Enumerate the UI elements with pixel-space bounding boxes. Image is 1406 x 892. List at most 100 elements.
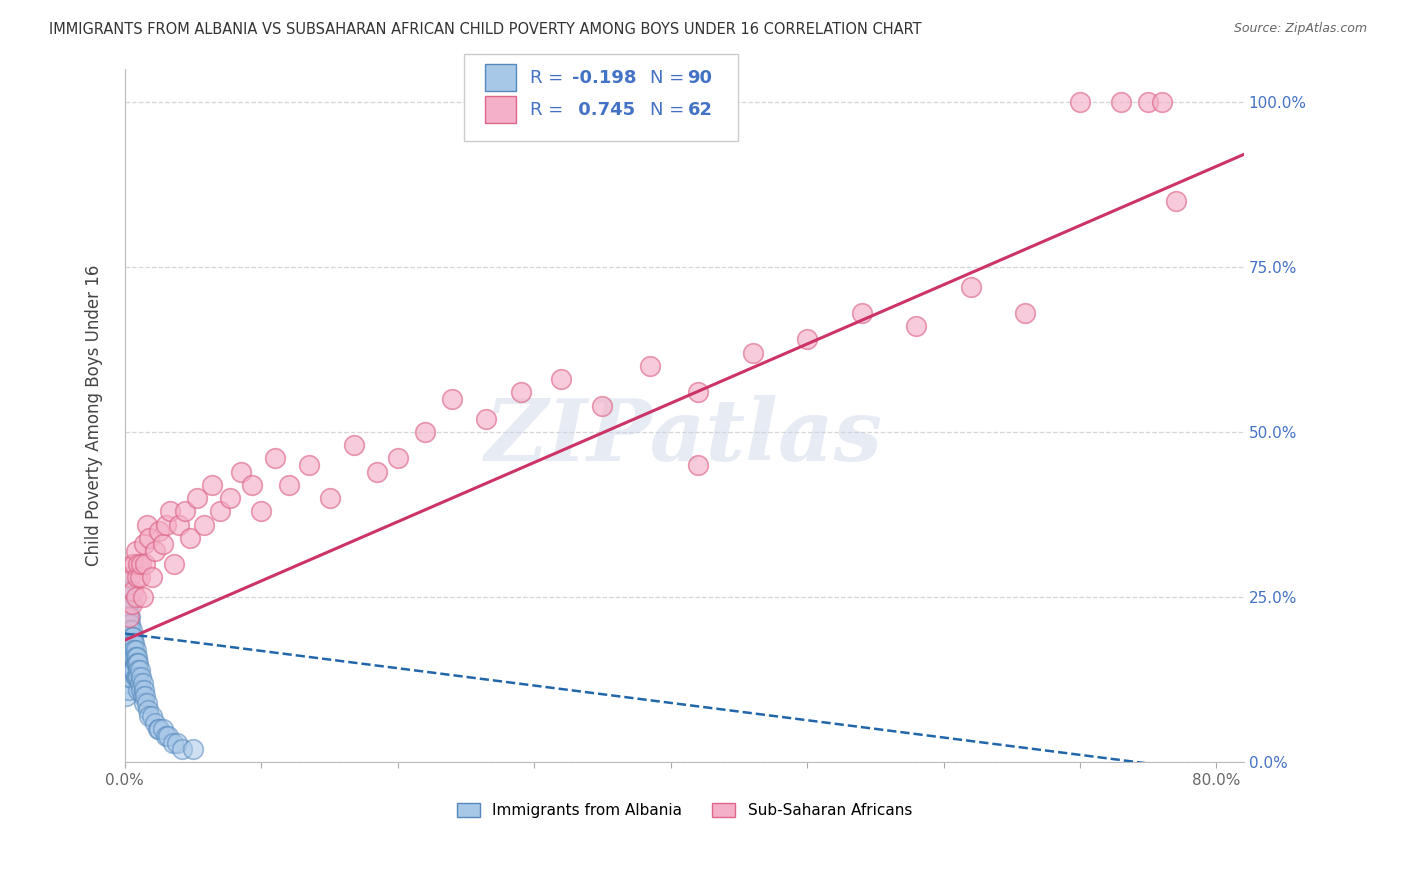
Point bbox=[135, 517, 157, 532]
Point bbox=[201, 478, 224, 492]
Point bbox=[127, 669, 149, 683]
Point bbox=[128, 663, 150, 677]
Point bbox=[118, 630, 141, 644]
Point bbox=[1164, 194, 1187, 208]
Point bbox=[124, 663, 146, 677]
Point bbox=[131, 676, 153, 690]
Point bbox=[1069, 95, 1091, 109]
Point bbox=[193, 517, 215, 532]
Point bbox=[120, 663, 142, 677]
Point bbox=[136, 702, 159, 716]
Point bbox=[152, 723, 174, 737]
Point bbox=[117, 610, 139, 624]
Point bbox=[118, 643, 141, 657]
Point bbox=[162, 736, 184, 750]
Point bbox=[132, 682, 155, 697]
Point bbox=[115, 643, 138, 657]
Point bbox=[134, 690, 156, 704]
Point bbox=[122, 663, 145, 677]
Point bbox=[117, 624, 139, 638]
Point bbox=[219, 491, 242, 505]
Point bbox=[591, 399, 613, 413]
Point bbox=[128, 676, 150, 690]
Point bbox=[122, 649, 145, 664]
Point bbox=[129, 682, 152, 697]
Point bbox=[115, 591, 138, 605]
Point bbox=[125, 591, 148, 605]
Point bbox=[441, 392, 464, 406]
Point bbox=[135, 696, 157, 710]
Point bbox=[124, 643, 146, 657]
Point bbox=[131, 690, 153, 704]
Point bbox=[118, 624, 141, 638]
Point bbox=[120, 610, 142, 624]
Point bbox=[127, 649, 149, 664]
Point bbox=[122, 636, 145, 650]
Point bbox=[118, 682, 141, 697]
Point bbox=[115, 690, 138, 704]
Point bbox=[115, 676, 138, 690]
Point bbox=[172, 742, 194, 756]
Point bbox=[152, 537, 174, 551]
Point bbox=[115, 663, 138, 677]
Point bbox=[686, 458, 709, 472]
Point bbox=[124, 636, 146, 650]
Point bbox=[127, 557, 149, 571]
Point bbox=[118, 636, 141, 650]
Point bbox=[121, 649, 143, 664]
Text: ZIPatlas: ZIPatlas bbox=[485, 394, 883, 478]
Point bbox=[179, 531, 201, 545]
Point bbox=[181, 742, 204, 756]
Point bbox=[122, 583, 145, 598]
Point bbox=[115, 657, 138, 671]
Point bbox=[318, 491, 340, 505]
Point bbox=[117, 657, 139, 671]
Text: N =: N = bbox=[650, 101, 689, 119]
Point bbox=[121, 643, 143, 657]
Point bbox=[122, 643, 145, 657]
Point bbox=[124, 649, 146, 664]
Point bbox=[125, 669, 148, 683]
Point bbox=[117, 649, 139, 664]
Point bbox=[387, 451, 409, 466]
Point bbox=[509, 385, 531, 400]
Point bbox=[143, 544, 166, 558]
Point bbox=[127, 682, 149, 697]
Point bbox=[163, 557, 186, 571]
Point bbox=[120, 643, 142, 657]
Text: 62: 62 bbox=[688, 101, 713, 119]
Point bbox=[134, 557, 156, 571]
Point bbox=[125, 643, 148, 657]
Point bbox=[173, 504, 195, 518]
Point bbox=[120, 616, 142, 631]
Point bbox=[117, 616, 139, 631]
Point bbox=[121, 624, 143, 638]
Point bbox=[115, 636, 138, 650]
Text: N =: N = bbox=[650, 69, 689, 87]
Point bbox=[121, 636, 143, 650]
Point bbox=[638, 359, 661, 373]
Point bbox=[209, 504, 232, 518]
Point bbox=[118, 597, 141, 611]
Point bbox=[117, 669, 139, 683]
Point bbox=[143, 715, 166, 730]
Point bbox=[298, 458, 321, 472]
Point bbox=[125, 657, 148, 671]
Point bbox=[169, 517, 191, 532]
Point bbox=[117, 630, 139, 644]
Point bbox=[120, 669, 142, 683]
Text: 0.745: 0.745 bbox=[572, 101, 636, 119]
Point bbox=[157, 729, 180, 743]
Point bbox=[132, 696, 155, 710]
Point bbox=[129, 557, 152, 571]
Text: R =: R = bbox=[530, 69, 569, 87]
Point bbox=[148, 723, 170, 737]
Point bbox=[117, 597, 139, 611]
Point bbox=[127, 657, 149, 671]
Point bbox=[125, 544, 148, 558]
Point bbox=[122, 630, 145, 644]
Point bbox=[115, 649, 138, 664]
Point bbox=[1109, 95, 1132, 109]
Point bbox=[550, 372, 572, 386]
Point bbox=[127, 669, 149, 683]
